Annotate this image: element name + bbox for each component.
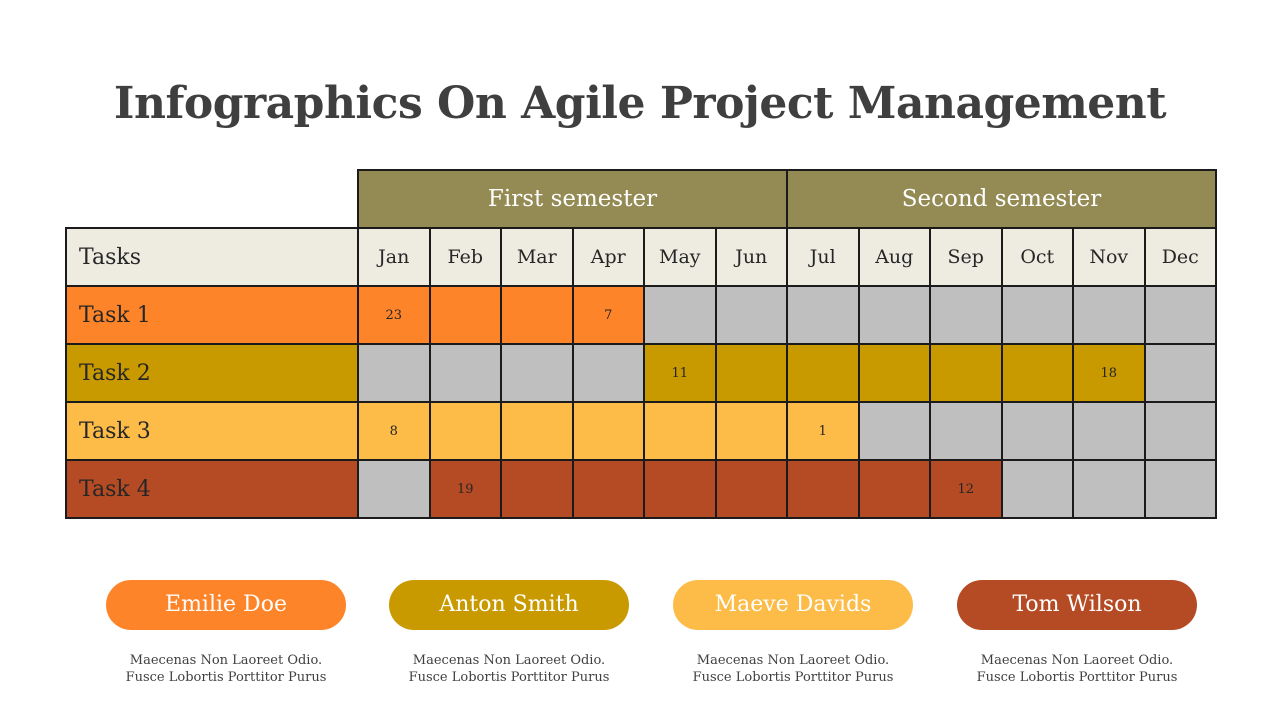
- task-cell-inactive: [857, 285, 931, 345]
- month-sep: Sep: [929, 227, 1003, 287]
- semester-first: First semester: [357, 169, 788, 229]
- task-label: Task 4: [65, 459, 359, 519]
- task-cell-active: [643, 401, 717, 461]
- task-cell-inactive: [929, 285, 1003, 345]
- person-name-pill: Anton Smith: [389, 580, 629, 630]
- month-may: May: [643, 227, 717, 287]
- month-feb: Feb: [428, 227, 502, 287]
- semester-row: First semester Second semester: [66, 169, 1217, 229]
- semester-second: Second semester: [786, 169, 1217, 229]
- month-apr: Apr: [571, 227, 645, 287]
- task-cell-active: [500, 285, 574, 345]
- task-cell-active: [786, 459, 860, 519]
- person-card: Emilie Doe Maecenas Non Laoreet Odio. Fusc…: [106, 580, 346, 686]
- task-cell-active: [929, 343, 1003, 403]
- task-cell-inactive: [714, 285, 788, 345]
- task-label: Task 1: [65, 285, 359, 345]
- task-cell-active: [714, 401, 788, 461]
- task-cell-inactive: [643, 285, 717, 345]
- description-line: Maecenas Non Laoreet Odio.: [412, 653, 606, 668]
- task-row: Task 1 23 7: [65, 285, 1217, 345]
- task-cell-active: [857, 343, 931, 403]
- task-cell-active: 1: [786, 401, 860, 461]
- description-line: Fusce Lobortis Porttitor Purus: [408, 670, 610, 685]
- task-cell-active: [571, 459, 645, 519]
- task-row: Task 2 11 18: [65, 343, 1217, 403]
- month-jan: Jan: [357, 227, 431, 287]
- task-cell-active: [643, 459, 717, 519]
- empty-corner: [66, 170, 358, 228]
- task-cell-active: 8: [357, 401, 431, 461]
- task-cell-active: [428, 401, 502, 461]
- task-cell-inactive: [1143, 401, 1217, 461]
- person-description: Maecenas Non Laoreet Odio. Fusce Lobortis…: [957, 652, 1197, 686]
- description-line: Fusce Lobortis Porttitor Purus: [692, 670, 894, 685]
- task-cell-inactive: [428, 343, 502, 403]
- task-cell-inactive: [857, 401, 931, 461]
- month-dec: Dec: [1143, 227, 1217, 287]
- task-cell-active: [857, 459, 931, 519]
- task-cell-inactive: [571, 343, 645, 403]
- task-cell-active: 11: [643, 343, 717, 403]
- task-cell-active: [786, 343, 860, 403]
- task-cell-inactive: [1000, 459, 1074, 519]
- description-line: Fusce Lobortis Porttitor Purus: [976, 670, 1178, 685]
- person-name-pill: Emilie Doe: [106, 580, 346, 630]
- task-cell-inactive: [786, 285, 860, 345]
- task-cell-inactive: [1143, 343, 1217, 403]
- task-cell-active: 12: [929, 459, 1003, 519]
- task-cell-inactive: [1143, 285, 1217, 345]
- month-oct: Oct: [1000, 227, 1074, 287]
- task-cell-active: [571, 401, 645, 461]
- person-description: Maecenas Non Laoreet Odio. Fusce Lobortis…: [389, 652, 629, 686]
- task-cell-active: [428, 285, 502, 345]
- month-header-row: Tasks Jan Feb Mar Apr May Jun Jul Aug Sep Oct Nov D…: [65, 227, 1217, 287]
- description-line: Maecenas Non Laoreet Odio.: [696, 653, 890, 668]
- task-cell-inactive: [1143, 459, 1217, 519]
- person-card: Tom Wilson Maecenas Non Laoreet Odio. Fusc…: [957, 580, 1197, 686]
- person-card: Maeve Davids Maecenas Non Laoreet Odio. Fu…: [673, 580, 913, 686]
- person-description: Maecenas Non Laoreet Odio. Fusce Lobortis…: [673, 652, 913, 686]
- month-aug: Aug: [857, 227, 931, 287]
- task-cell-active: [714, 343, 788, 403]
- task-cell-active: [714, 459, 788, 519]
- month-jun: Jun: [714, 227, 788, 287]
- description-line: Maecenas Non Laoreet Odio.: [980, 653, 1174, 668]
- description-line: Maecenas Non Laoreet Odio.: [129, 653, 323, 668]
- person-name-pill: Tom Wilson: [957, 580, 1197, 630]
- task-cell-inactive: [1000, 401, 1074, 461]
- task-cell-inactive: [1072, 401, 1146, 461]
- person-name-pill: Maeve Davids: [673, 580, 913, 630]
- tasks-header: Tasks: [65, 227, 359, 287]
- task-row: Task 4 19 12: [65, 459, 1217, 519]
- task-cell-inactive: [357, 459, 431, 519]
- task-label: Task 2: [65, 343, 359, 403]
- gantt-chart: First semester Second semester Tasks Jan…: [65, 169, 1217, 519]
- task-cell-inactive: [500, 343, 574, 403]
- description-line: Fusce Lobortis Porttitor Purus: [125, 670, 327, 685]
- month-jul: Jul: [786, 227, 860, 287]
- task-cell-inactive: [1072, 459, 1146, 519]
- task-cell-inactive: [1072, 285, 1146, 345]
- task-cell-inactive: [929, 401, 1003, 461]
- person-description: Maecenas Non Laoreet Odio. Fusce Lobortis…: [106, 652, 346, 686]
- task-cell-active: [500, 401, 574, 461]
- person-card: Anton Smith Maecenas Non Laoreet Odio. Fus…: [389, 580, 629, 686]
- month-nov: Nov: [1072, 227, 1146, 287]
- task-cell-active: 23: [357, 285, 431, 345]
- task-cell-active: 7: [571, 285, 645, 345]
- task-cell-inactive: [1000, 285, 1074, 345]
- task-cell-active: 18: [1072, 343, 1146, 403]
- task-cell-active: [1000, 343, 1074, 403]
- task-cell-active: [500, 459, 574, 519]
- month-mar: Mar: [500, 227, 574, 287]
- task-cell-active: 19: [428, 459, 502, 519]
- task-label: Task 3: [65, 401, 359, 461]
- page-title: Infographics On Agile Project Management: [113, 78, 1167, 129]
- task-cell-inactive: [357, 343, 431, 403]
